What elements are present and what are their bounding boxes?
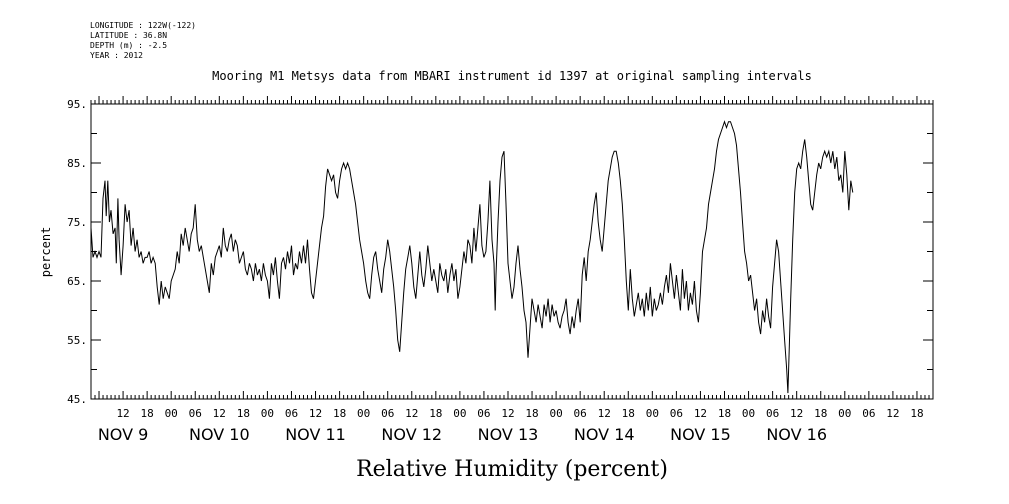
y-axis-label: percent: [39, 227, 53, 278]
x-hour-label: 12: [694, 407, 707, 420]
y-tick-label: 75.: [67, 216, 87, 229]
x-hour-label: 12: [405, 407, 418, 420]
x-hour-label: 00: [453, 407, 466, 420]
x-day-label: NOV 14: [574, 425, 635, 444]
y-tick-label: 85.: [67, 157, 87, 170]
x-day-label: NOV 10: [189, 425, 250, 444]
x-hour-label: 06: [381, 407, 394, 420]
x-day-label: NOV 12: [381, 425, 442, 444]
x-hour-label: 00: [261, 407, 274, 420]
x-day-label: NOV 11: [285, 425, 346, 444]
y-axis: 45. 55. 65. 75. 85. 95.: [67, 98, 933, 406]
metadata-year: YEAR : 2012: [90, 51, 143, 60]
y-tick-label: 45.: [67, 393, 87, 406]
x-hour-label: 12: [886, 407, 899, 420]
x-day-label: NOV 15: [670, 425, 731, 444]
x-hour-label: 06: [574, 407, 587, 420]
metadata-longitude: LONGITUDE : 122W(-122): [90, 21, 196, 30]
x-hour-label: 00: [838, 407, 851, 420]
x-hour-label: 00: [549, 407, 562, 420]
x-day-label: NOV 16: [766, 425, 827, 444]
chart-title: Mooring M1 Metsys data from MBARI instru…: [212, 69, 812, 83]
x-hour-label: 18: [429, 407, 442, 420]
x-hour-label: 06: [477, 407, 490, 420]
x-hour-label: 18: [814, 407, 827, 420]
y-tick-label: 65.: [67, 275, 87, 288]
y-tick-label: 55.: [67, 334, 87, 347]
x-hour-label: 00: [646, 407, 659, 420]
x-day-label: NOV 9: [98, 425, 149, 444]
x-hour-label: 18: [333, 407, 346, 420]
x-hour-label: 06: [189, 407, 202, 420]
x-hour-label: 06: [285, 407, 298, 420]
x-hour-label: 18: [622, 407, 635, 420]
x-hour-label: 00: [742, 407, 755, 420]
x-hour-label: 12: [501, 407, 514, 420]
x-hour-label: 12: [116, 407, 129, 420]
x-hour-label: 18: [141, 407, 154, 420]
x-hour-label: 18: [237, 407, 250, 420]
x-hour-label: 12: [598, 407, 611, 420]
metadata-latitude: LATITUDE : 36.8N: [90, 31, 168, 40]
y-tick-label: 95.: [67, 98, 87, 111]
x-hour-label: 06: [670, 407, 683, 420]
x-axis-label: Relative Humidity (percent): [356, 457, 668, 482]
x-hour-label: 18: [718, 407, 731, 420]
x-hour-label: 12: [309, 407, 322, 420]
x-hour-label: 18: [525, 407, 538, 420]
x-hour-label: 00: [165, 407, 178, 420]
metadata-block: LONGITUDE : 122W(-122) LATITUDE : 36.8N …: [90, 21, 196, 61]
humidity-series-line: [90, 120, 854, 394]
x-hour-label: 18: [910, 407, 923, 420]
x-hour-label: 12: [213, 407, 226, 420]
x-hour-label: 06: [766, 407, 779, 420]
x-axis: 12 18 00 06 12 18 00 06 12 18 00 06 12 18 00 06 12 18 00 06…: [90, 96, 934, 444]
metadata-depth: DEPTH (m) : -2.5: [90, 41, 168, 50]
x-hour-label: 12: [790, 407, 803, 420]
x-day-label: NOV 13: [478, 425, 539, 444]
x-hour-label: 06: [862, 407, 875, 420]
x-hour-label: 00: [357, 407, 370, 420]
